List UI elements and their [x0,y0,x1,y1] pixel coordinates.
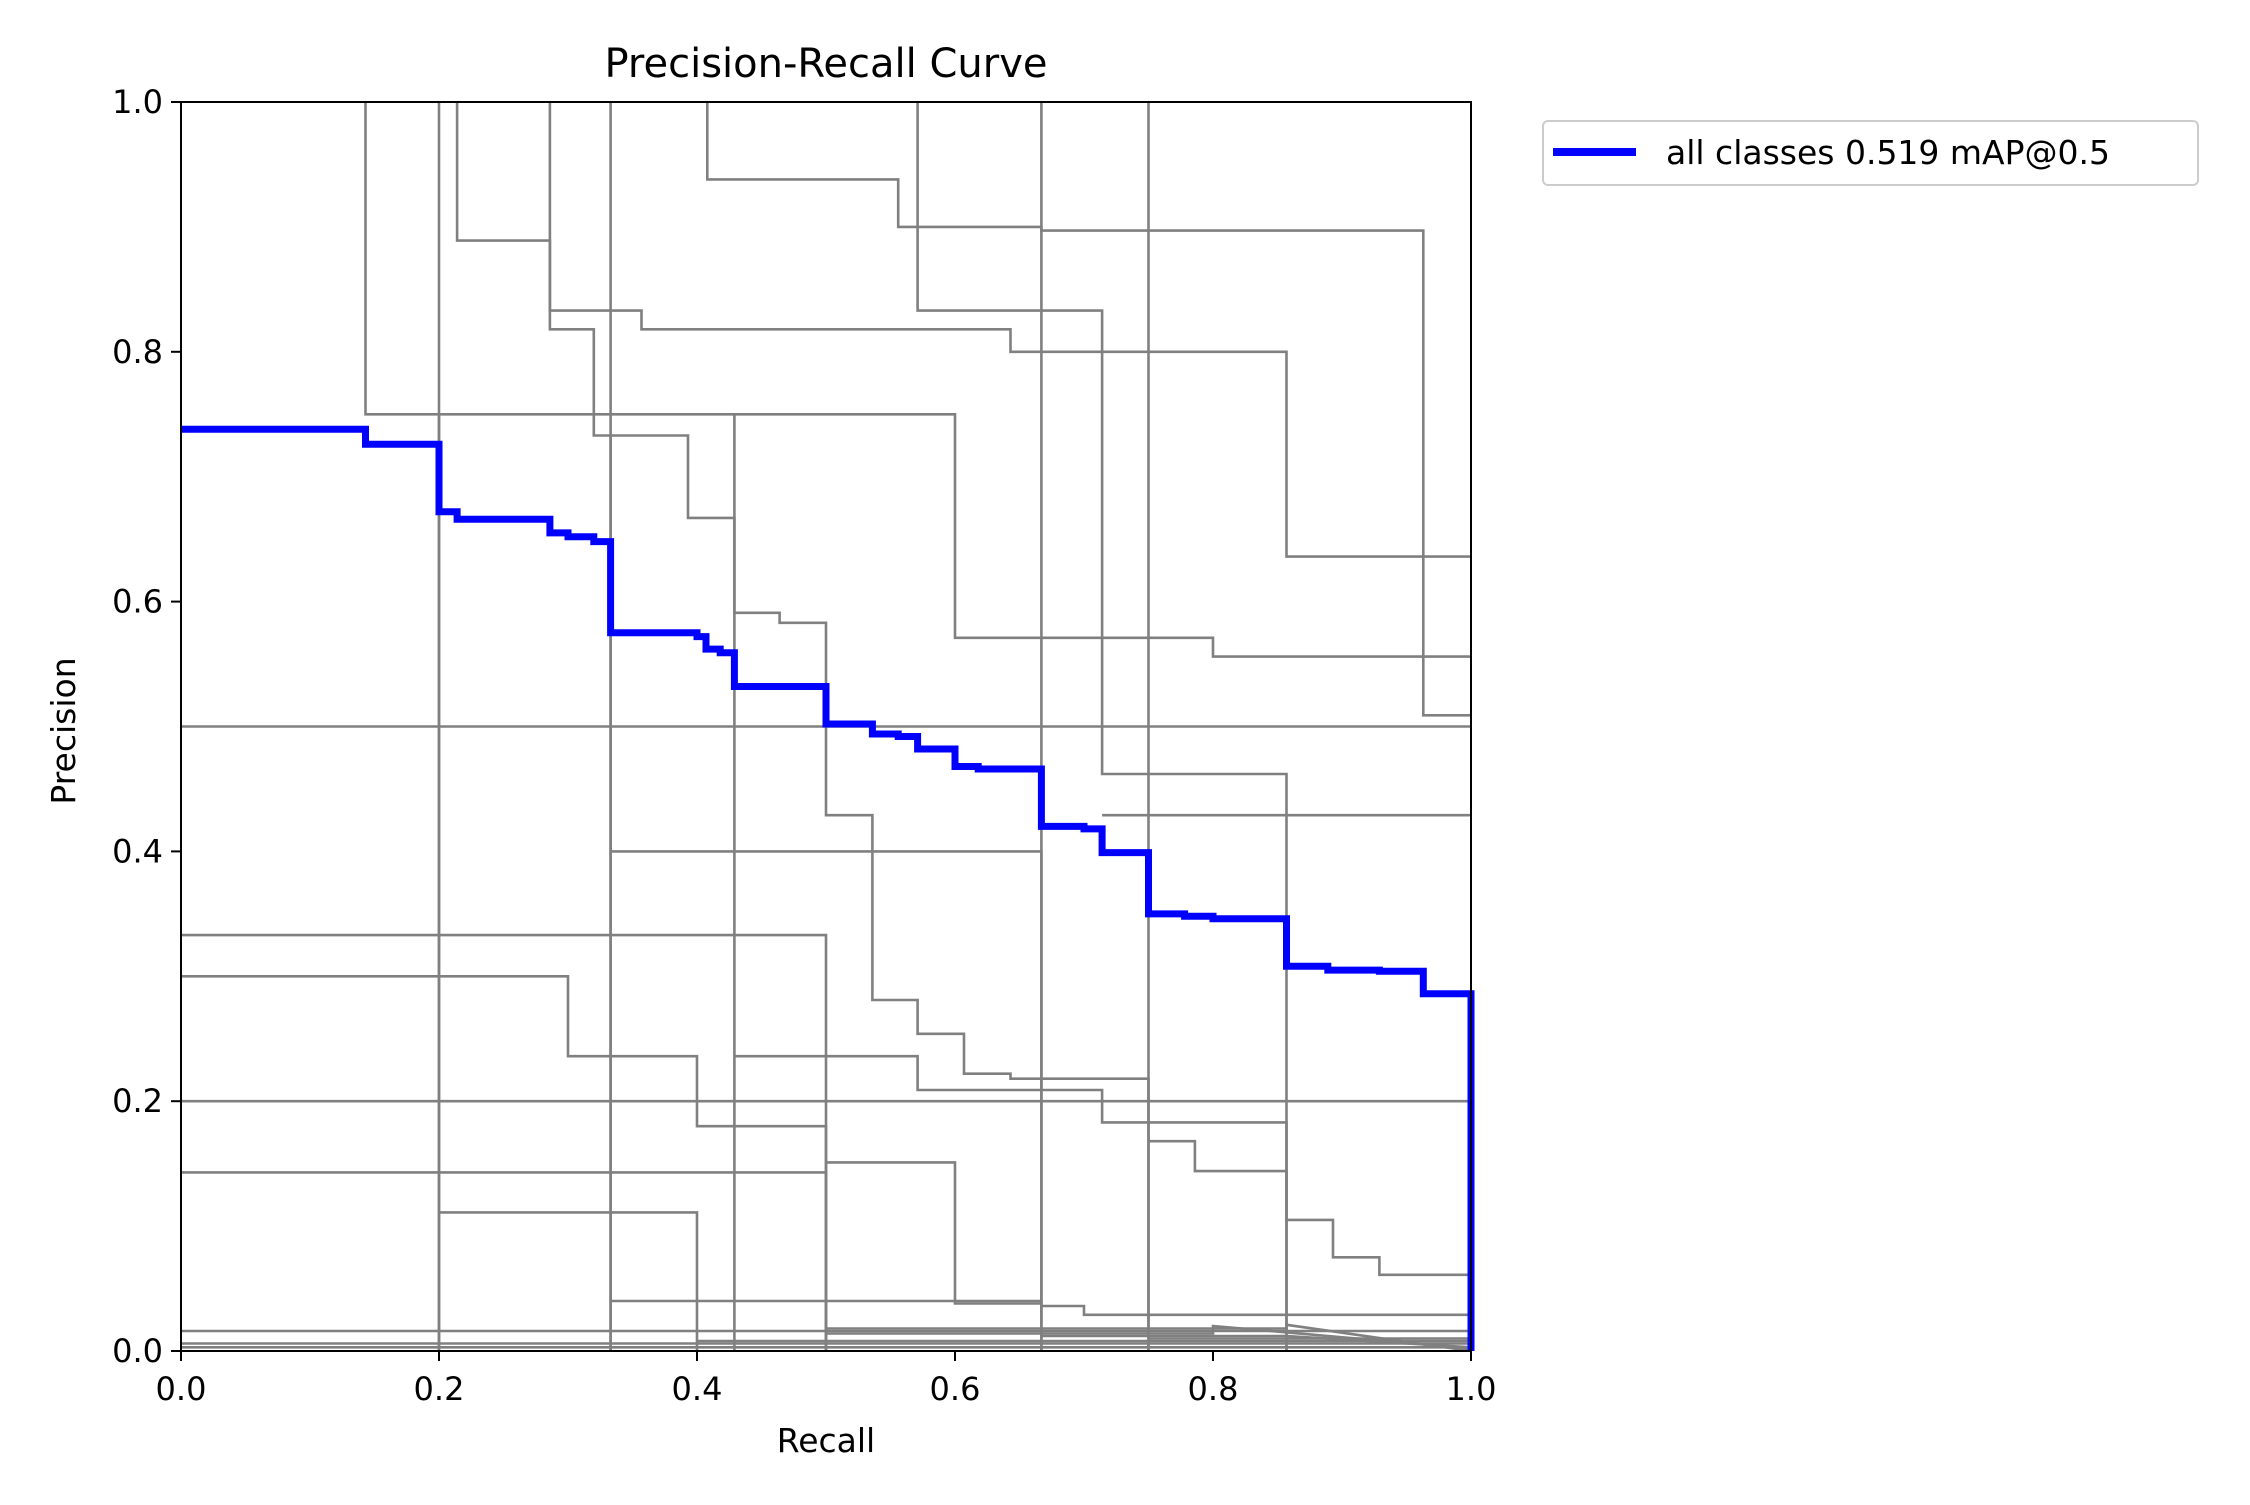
class-curve-8 [1040,102,1471,717]
x-axis-ticks: 0.0 0.2 0.4 0.6 0.8 1.0 [156,1351,1497,1408]
class-curve-12 [733,414,1150,1351]
class-curve-11 [610,434,736,1351]
chart-title: Precision-Recall Curve [605,41,1048,87]
y-tick-label-0: 0.0 [112,1332,163,1370]
y-tick-label-3: 0.6 [112,583,163,621]
class-curve-18 [734,1054,1288,1351]
y-tick-label-5: 1.0 [112,83,163,121]
class-curve-23 [439,1211,699,1351]
class-curve-16 [181,933,828,1351]
legend: all classes 0.519 mAP@0.5 [1542,120,2199,186]
x-tick-label-2: 0.4 [672,1370,723,1408]
y-axis-ticks: 0.0 0.2 0.4 0.6 0.8 1.0 [112,83,181,1370]
class-curve-15 [610,850,1043,1351]
x-axis-label: Recall [777,1421,875,1460]
x-tick-label-0: 0.0 [156,1370,207,1408]
class-curve-24 [610,1299,1042,1305]
class-curve-5 [609,102,1471,558]
class-curve-17 [181,974,828,1351]
class-curve-7 [916,102,1288,1351]
class-curve-20 [1148,1139,1471,1277]
y-axis-label: Precision [44,657,83,804]
y-tick-label-2: 0.4 [112,832,163,870]
class-curve-22 [181,1171,828,1351]
y-tick-label-1: 0.2 [112,1082,163,1120]
legend-label-all-classes: all classes 0.519 mAP@0.5 [1666,133,2110,172]
class-curve-6 [705,102,1043,1351]
x-tick-label-1: 0.2 [414,1370,465,1408]
x-tick-label-4: 0.8 [1188,1370,1239,1408]
all-classes-curve [181,425,1475,1351]
curves-layer [181,102,1475,1353]
legend-box [1542,120,2199,186]
class-curve-10 [439,412,1471,658]
plot-frame [180,101,1472,1352]
y-tick-label-4: 0.8 [112,333,163,371]
x-tick-label-3: 0.6 [930,1370,981,1408]
x-tick-label-5: 1.0 [1446,1370,1497,1408]
